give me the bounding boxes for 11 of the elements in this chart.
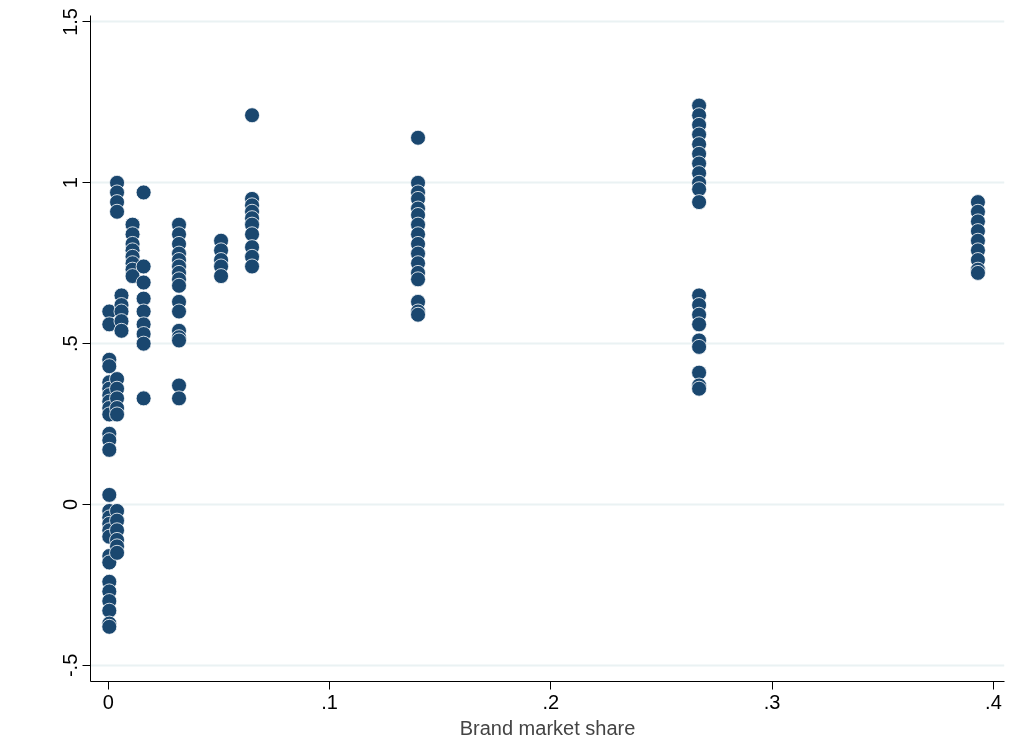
x-axis-title: Brand market share xyxy=(459,716,636,739)
y-tick-label: -.5 xyxy=(59,653,82,678)
y-tick-label: 1 xyxy=(59,177,82,189)
x-tick-label: .2 xyxy=(542,690,560,713)
x-tick-label: .3 xyxy=(763,690,781,713)
y-tick-label: 1.5 xyxy=(59,8,82,36)
x-tick-label: 0 xyxy=(102,690,114,713)
x-tick-label: .1 xyxy=(321,690,338,713)
y-tick-label: 0 xyxy=(59,498,82,511)
x-tick-label: .4 xyxy=(985,690,1002,713)
y-tick-label: .5 xyxy=(59,335,82,353)
